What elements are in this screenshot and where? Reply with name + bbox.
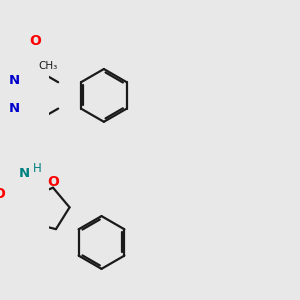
Text: O: O [48,175,60,189]
Text: CH₃: CH₃ [39,61,58,71]
Text: O: O [29,34,41,48]
Text: N: N [19,167,30,179]
Text: O: O [0,187,5,201]
Text: N: N [9,102,20,115]
Text: H: H [33,162,42,175]
Text: N: N [9,74,20,87]
